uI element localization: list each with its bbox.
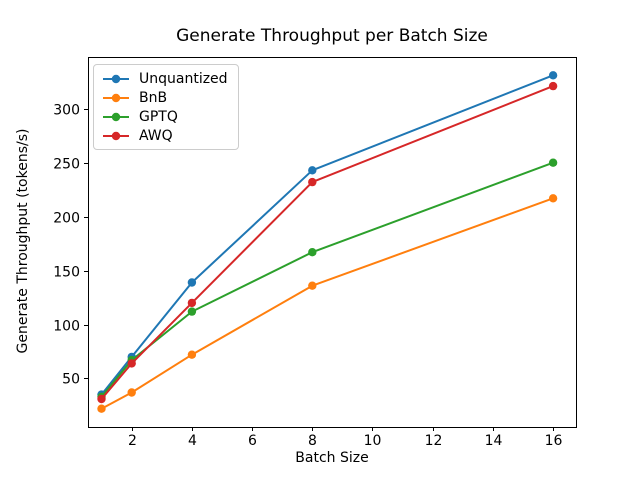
legend-label: BnB [139, 89, 168, 106]
legend-label: AWQ [139, 127, 173, 144]
legend-entry-gptq: GPTQ [102, 108, 228, 125]
y-tick-label: 50 [62, 372, 80, 388]
legend-entry-bnb: BnB [102, 89, 228, 106]
data-point-awq-batch-1 [97, 394, 106, 404]
x-tick-label: 8 [308, 433, 317, 449]
data-point-bnb-batch-16 [548, 194, 558, 203]
data-point-bnb-batch-8 [308, 281, 317, 290]
data-point-unquantized-batch-4 [187, 278, 197, 287]
x-tick-label: 4 [188, 433, 197, 449]
chart-title: Generate Throughput per Batch Size [176, 26, 488, 46]
data-point-unquantized-batch-8 [308, 166, 317, 175]
y-tick-label: 150 [53, 265, 80, 281]
x-tick-label: 16 [545, 433, 563, 449]
legend-line-marker-icon [103, 131, 129, 140]
x-tick-label: 2 [128, 433, 137, 449]
legend-entry-unquantized: Unquantized [102, 70, 228, 87]
data-point-awq-batch-4 [187, 298, 197, 308]
x-axis-label: Batch Size [295, 450, 369, 466]
x-tick-label: 14 [485, 433, 503, 449]
legend-line-marker-icon [103, 74, 129, 83]
y-tick-label: 100 [53, 319, 80, 335]
data-point-unquantized-batch-16 [548, 71, 558, 80]
legend-label: GPTQ [139, 108, 178, 125]
y-tick-label: 300 [53, 103, 80, 119]
data-point-bnb-batch-4 [187, 350, 197, 359]
y-axis-label: Generate Throughput (tokens/s) [15, 128, 31, 354]
series-line-bnb [100, 197, 555, 410]
y-tick-label: 250 [53, 157, 80, 173]
data-point-gptq-batch-16 [548, 158, 558, 167]
legend: Unquantized BnB GPTQ AWQ [93, 64, 239, 150]
data-point-bnb-batch-1 [97, 404, 106, 413]
data-point-awq-batch-16 [548, 81, 558, 91]
y-tick-label: 200 [53, 211, 80, 227]
legend-entry-awq: AWQ [102, 127, 228, 144]
x-tick-label: 10 [364, 433, 382, 449]
x-tick-label: 12 [425, 433, 443, 449]
data-point-bnb-batch-2 [127, 388, 136, 397]
legend-line-marker-icon [103, 93, 129, 102]
legend-line-marker-icon [103, 112, 129, 121]
data-point-gptq-batch-4 [187, 307, 197, 316]
axes-frame [88, 57, 577, 428]
legend-label: Unquantized [139, 70, 228, 87]
x-tick-label: 6 [248, 433, 257, 449]
data-point-awq-batch-2 [127, 359, 136, 368]
data-point-gptq-batch-8 [308, 248, 317, 257]
data-point-awq-batch-8 [308, 177, 317, 187]
